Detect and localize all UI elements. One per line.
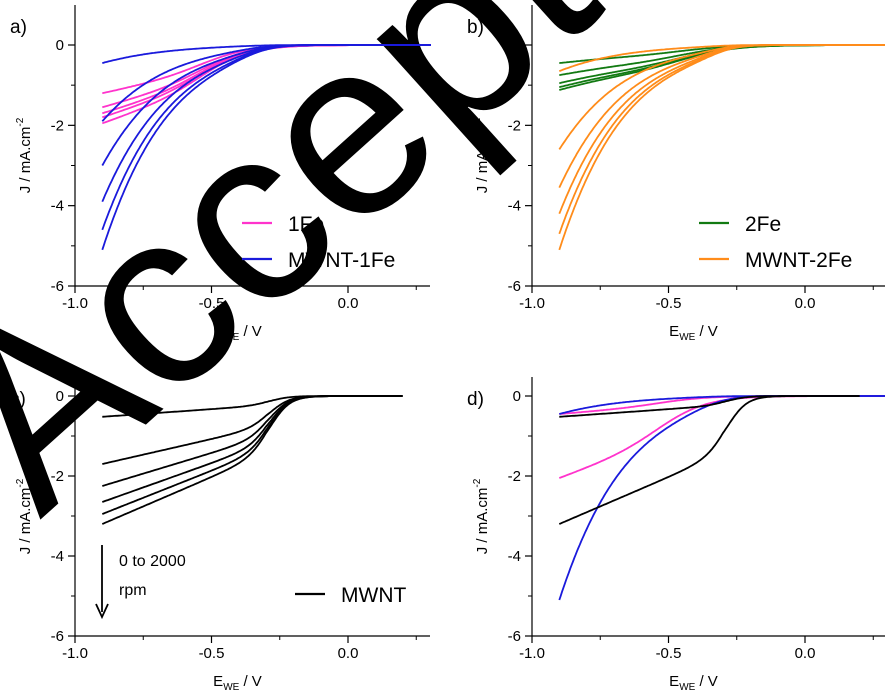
legend-label: 2Fe — [745, 213, 781, 236]
series-0-curve-1 — [102, 395, 403, 465]
annotation-line2: rpm — [119, 582, 147, 599]
x-tick-label: -0.5 — [656, 295, 682, 312]
series-2-curve-1 — [558, 395, 860, 525]
legend-label: 1Fe — [288, 213, 324, 236]
y-tick-label: 0 — [513, 388, 521, 405]
legend-label: MWNT-2Fe — [745, 249, 852, 272]
legend-label: MWNT — [341, 584, 406, 607]
y-tick-label: -2 — [508, 468, 521, 485]
series-0-curve-2 — [102, 395, 403, 487]
x-axis-title: EWE / V — [669, 673, 718, 693]
series-1-curve-1 — [558, 44, 885, 150]
y-tick-label: -6 — [51, 628, 64, 645]
x-tick-label: -1.0 — [62, 645, 88, 662]
y-tick-label: -4 — [508, 198, 521, 215]
series-1-curve-5 — [101, 44, 431, 251]
legend: 2Fe MWNT-2Fe — [699, 213, 852, 272]
x-tick-label: -1.0 — [519, 295, 545, 312]
annotation-line1: 0 to 2000 — [119, 553, 186, 570]
legend: 1Fe MWNT-1Fe — [242, 213, 395, 272]
x-tick-label: -0.5 — [199, 645, 225, 662]
series-1-curve-1 — [101, 44, 431, 122]
x-tick-label: 0.0 — [338, 645, 359, 662]
panel-label: b) — [467, 17, 484, 38]
y-axis-title: J / mA.cm-2 — [472, 478, 491, 554]
y-tick-label: -2 — [51, 117, 64, 134]
chart-panel-c: -6 -4 -2 0 -1.0 -0.5 0.0 c) EWE / V J / mA.cm-2 MW… — [10, 377, 430, 693]
x-tick-label: -1.0 — [519, 645, 545, 662]
y-tick-label: -4 — [51, 198, 64, 215]
y-tick-label: -4 — [51, 548, 64, 565]
legend-label: MWNT-1Fe — [288, 249, 395, 272]
panel-label: c) — [10, 389, 26, 410]
series-0-curve-4 — [101, 44, 431, 125]
y-tick-label: -2 — [51, 468, 64, 485]
series-1-curve-3 — [558, 44, 885, 215]
legend: MWNT — [295, 584, 406, 607]
series-0-curve-3 — [101, 395, 403, 503]
chart-panel-d: -6 -4 -2 0 -1.0 -0.5 0.0 d) EWE / V J / mA.cm-2 — [467, 377, 885, 693]
down-arrow-icon — [95, 603, 109, 620]
x-axis-title: EWE / V — [669, 323, 718, 343]
y-tick-label: 0 — [513, 37, 521, 54]
y-tick-label: 0 — [56, 388, 64, 405]
x-tick-label: 0.0 — [795, 645, 816, 662]
x-tick-label: 0.0 — [795, 295, 816, 312]
y-tick-label: -6 — [51, 278, 64, 295]
x-axis-title: EWE / V — [213, 673, 262, 693]
chart-panel-b: -6 -4 -2 0 -1.0 -0.5 0.0 b) EWE / V J / mA.cm-2 2F… — [467, 5, 885, 343]
series-0-curve-1 — [558, 395, 885, 479]
series-1-curve-1 — [558, 395, 885, 601]
x-tick-label: -0.5 — [199, 295, 225, 312]
series-1-curve-3 — [101, 44, 431, 203]
chart-panel-a: -6 -4 -2 0 -1.0 -0.5 0.0 a) EWE / V J / mA.cm-2 1F… — [10, 5, 431, 343]
panel-label: a) — [10, 17, 27, 38]
y-tick-label: -6 — [508, 628, 521, 645]
x-tick-label: -1.0 — [62, 295, 88, 312]
rpm-annotation: 0 to 2000 rpm — [95, 545, 186, 620]
y-axis-title: J / mA.cm-2 — [15, 478, 34, 554]
series-1-curve-5 — [558, 44, 885, 251]
x-tick-label: 0.0 — [338, 295, 359, 312]
series-1-curve-2 — [101, 44, 431, 166]
x-tick-label: -0.5 — [656, 645, 682, 662]
plot-area — [101, 395, 403, 525]
plot-area — [101, 44, 431, 251]
series-0-curve-0 — [102, 395, 403, 418]
y-tick-label: -2 — [508, 117, 521, 134]
series-0-curve-5 — [101, 395, 403, 525]
panel-label: d) — [467, 389, 484, 410]
x-axis-title: EWE / V — [213, 323, 262, 343]
y-axis-title: J / mA.cm-2 — [15, 117, 34, 193]
plot-area — [558, 44, 885, 251]
y-tick-label: -6 — [508, 278, 521, 295]
y-axis-title: J / mA.cm-2 — [472, 117, 491, 193]
y-tick-label: 0 — [56, 37, 64, 54]
plot-area — [558, 395, 885, 601]
series-2-curve-0 — [559, 395, 860, 418]
series-1-curve-0 — [559, 395, 885, 415]
y-tick-label: -4 — [508, 548, 521, 565]
